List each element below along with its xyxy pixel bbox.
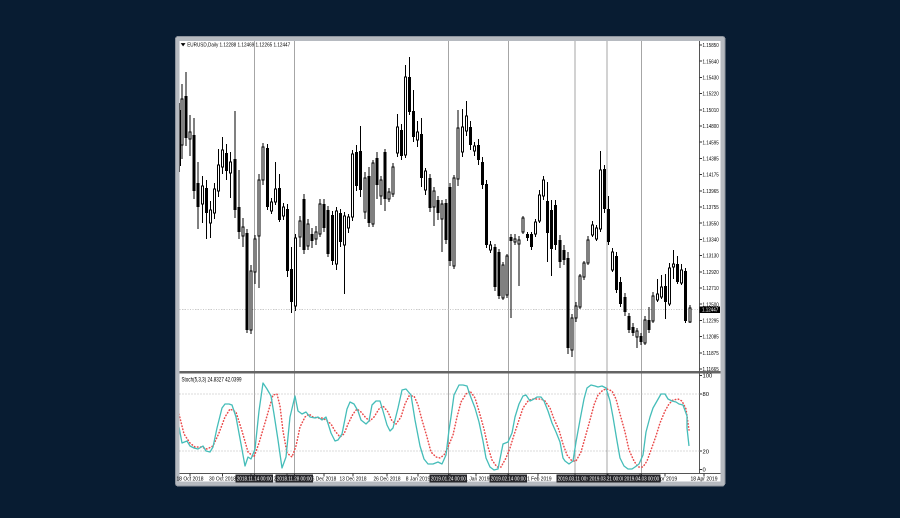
svg-text:1.14800: 1.14800	[703, 124, 719, 130]
svg-text:Stoch(5,3,3) 24.8327 42.0399: Stoch(5,3,3) 24.8327 42.0399	[182, 377, 242, 383]
svg-text:2019.04.03 00:00: 2019.04.03 00:00	[624, 477, 659, 483]
svg-text:1.12710: 1.12710	[703, 286, 719, 292]
svg-text:6 Dec 2018: 6 Dec 2018	[312, 476, 337, 482]
svg-text:2019.02.14 00:00: 2019.02.14 00:00	[491, 477, 526, 483]
svg-text:18 Oct 2018: 18 Oct 2018	[177, 476, 204, 482]
svg-text:1.12447: 1.12447	[702, 308, 718, 314]
svg-text:1.12085: 1.12085	[703, 335, 719, 341]
svg-text:1.15850: 1.15850	[703, 43, 719, 49]
svg-text:31 Jan 2019: 31 Jan 2019	[463, 476, 490, 482]
svg-text:0: 0	[703, 468, 706, 474]
svg-text:1.15010: 1.15010	[703, 108, 719, 114]
svg-text:2019.03.11 00:00: 2019.03.11 00:00	[558, 477, 593, 483]
svg-text:1.15640: 1.15640	[703, 59, 719, 65]
svg-text:8 Jan 2019: 8 Jan 2019	[406, 476, 431, 482]
svg-text:1.13340: 1.13340	[703, 238, 719, 244]
svg-text:2018.11.14 00:00: 2018.11.14 00:00	[237, 477, 272, 483]
svg-text:1.14595: 1.14595	[703, 140, 719, 146]
svg-text:2019.01.24 00:00: 2019.01.24 00:00	[431, 477, 466, 483]
svg-text:4 Apr 2019: 4 Apr 2019	[653, 476, 678, 482]
svg-text:1.14175: 1.14175	[703, 173, 719, 179]
svg-text:30 Oct 2018: 30 Oct 2018	[209, 476, 236, 482]
svg-text:1.14385: 1.14385	[703, 157, 719, 163]
svg-text:1.11875: 1.11875	[703, 351, 719, 357]
svg-text:1.13965: 1.13965	[703, 189, 719, 195]
svg-text:2019.03.21 00:00: 2019.03.21 00:00	[589, 477, 624, 483]
svg-text:1.13130: 1.13130	[703, 254, 719, 260]
svg-text:1.15220: 1.15220	[703, 92, 719, 98]
svg-text:18 Apr 2019: 18 Apr 2019	[691, 476, 718, 482]
svg-text:EURUSD,Daily 1.12288 1.12469: EURUSD,Daily 1.12288 1.12469 1.12265 1.1…	[187, 43, 290, 49]
svg-text:80: 80	[703, 392, 709, 398]
svg-text:1.13550: 1.13550	[703, 221, 719, 227]
svg-text:1.12500: 1.12500	[703, 302, 719, 308]
svg-text:100: 100	[703, 374, 713, 380]
svg-text:1.12295: 1.12295	[703, 319, 719, 325]
svg-text:1.11665: 1.11665	[703, 367, 719, 373]
svg-text:21 Feb 2019: 21 Feb 2019	[525, 476, 552, 482]
svg-text:2018.11.28 00:00: 2018.11.28 00:00	[277, 477, 312, 483]
svg-text:1.15430: 1.15430	[703, 76, 719, 82]
svg-text:26 Dec 2018: 26 Dec 2018	[374, 476, 401, 482]
svg-text:13 Dec 2018: 13 Dec 2018	[340, 476, 367, 482]
svg-text:1.13755: 1.13755	[703, 205, 719, 211]
svg-text:1.12920: 1.12920	[703, 270, 719, 276]
svg-text:20: 20	[703, 449, 709, 455]
